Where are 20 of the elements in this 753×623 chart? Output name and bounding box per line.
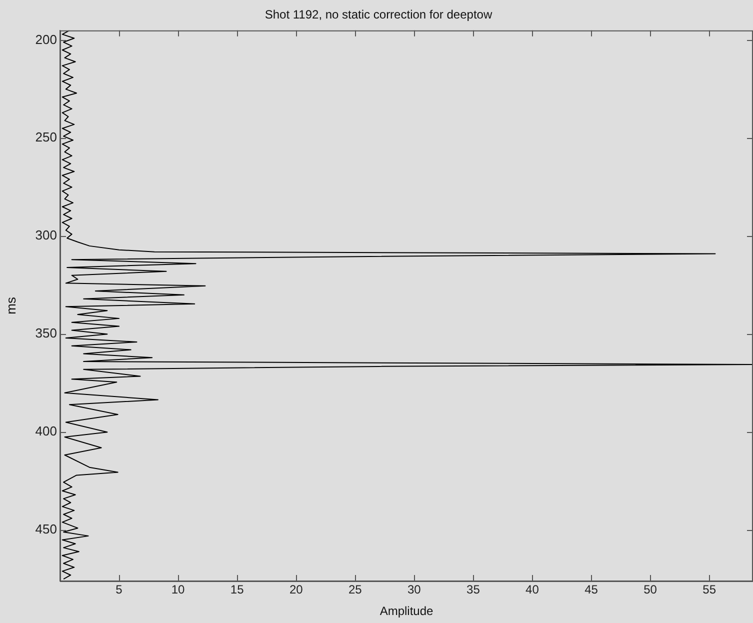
x-tick-label: 45	[584, 582, 598, 597]
y-axis-title: ms	[3, 296, 18, 314]
y-tick-label: 250	[35, 130, 57, 145]
y-tick-label: 200	[35, 32, 57, 47]
x-tick-label: 5	[116, 582, 123, 597]
x-tick-label: 10	[171, 582, 186, 597]
x-tick-label: 15	[230, 582, 244, 597]
x-axis-title: Amplitude	[380, 604, 434, 618]
y-tick-label: 300	[35, 228, 57, 243]
x-tick-label: 40	[526, 582, 540, 597]
chart-title: Shot 1192, no static correction for deeptow	[264, 8, 492, 22]
y-tick-label: 450	[35, 522, 57, 537]
x-tick-label: 25	[348, 582, 362, 597]
x-tick-label: 55	[702, 582, 716, 597]
y-tick-label: 350	[35, 326, 57, 341]
x-tick-label: 50	[644, 582, 658, 597]
x-tick-label: 20	[289, 582, 304, 597]
y-tick-label: 400	[35, 424, 57, 439]
x-tick-label: 30	[407, 582, 422, 597]
x-tick-label: 35	[466, 582, 480, 597]
